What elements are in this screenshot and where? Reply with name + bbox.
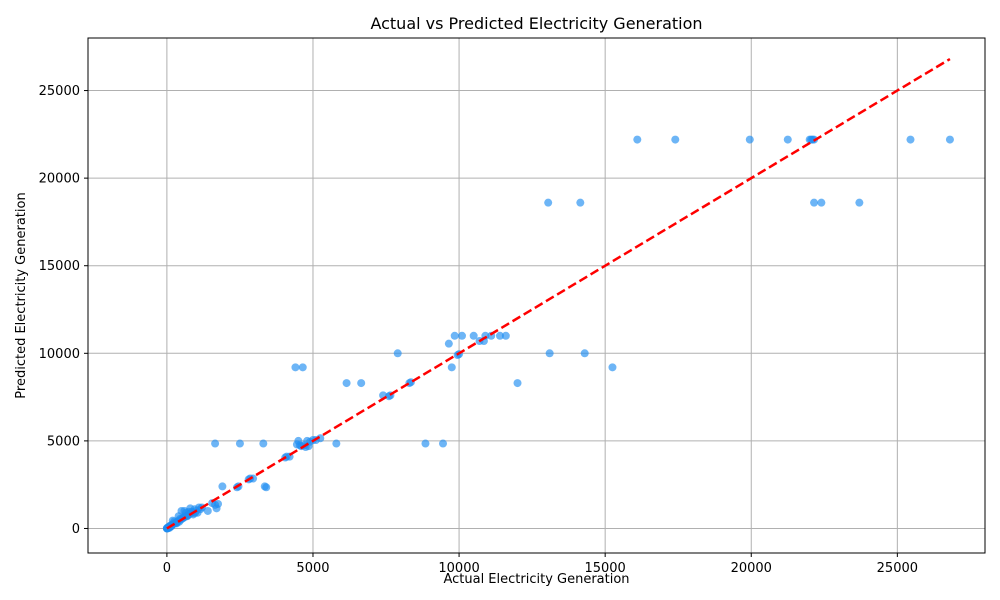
data-point: [576, 198, 585, 207]
data-point: [855, 198, 864, 207]
data-point: [513, 379, 522, 388]
x-tick-label: 5000: [296, 561, 329, 576]
x-tick-label: 0: [163, 561, 171, 576]
data-point: [211, 439, 220, 448]
y-tick-label: 25000: [39, 84, 80, 99]
x-tick-label: 15000: [584, 561, 625, 576]
x-axis-label: Actual Electricity Generation: [443, 572, 629, 587]
data-point: [805, 135, 814, 144]
data-point: [671, 135, 680, 144]
data-point: [235, 439, 244, 448]
data-point: [218, 482, 227, 491]
y-tick-label: 15000: [39, 259, 80, 274]
data-point: [457, 331, 466, 340]
data-point: [544, 198, 553, 207]
data-point: [469, 331, 478, 340]
data-point: [783, 135, 792, 144]
y-axis-ticks: 0 5000 10000 15000 20000 25000: [39, 84, 88, 537]
x-tick-label: 25000: [877, 561, 918, 576]
data-point: [810, 198, 819, 207]
data-point: [342, 379, 351, 388]
plot-background: [88, 38, 985, 553]
data-point: [393, 349, 402, 358]
x-tick-label: 10000: [438, 561, 479, 576]
x-axis-ticks: 0 5000 10000 15000 20000 25000: [163, 553, 918, 576]
data-point: [332, 439, 341, 448]
data-point: [745, 135, 754, 144]
data-point: [608, 363, 617, 372]
data-point: [444, 339, 453, 348]
data-point: [298, 363, 307, 372]
data-point: [580, 349, 589, 358]
x-tick-label: 20000: [731, 561, 772, 576]
data-point: [633, 135, 642, 144]
data-point: [945, 135, 954, 144]
data-point: [259, 439, 268, 448]
data-point: [421, 439, 430, 448]
y-tick-label: 5000: [47, 434, 80, 449]
data-point: [545, 349, 554, 358]
data-point: [260, 482, 269, 491]
data-point: [495, 331, 504, 340]
y-tick-label: 20000: [39, 172, 80, 187]
y-tick-label: 10000: [39, 347, 80, 362]
data-point: [291, 363, 300, 372]
data-point: [357, 379, 366, 388]
data-point: [501, 331, 510, 340]
plot-frame: [87, 37, 986, 554]
chart-title: Actual vs Predicted Electricity Generati…: [370, 14, 702, 33]
data-point: [439, 439, 448, 448]
data-point: [447, 363, 456, 372]
data-point: [817, 198, 826, 207]
y-tick-label: 0: [72, 522, 80, 537]
data-point: [203, 506, 212, 515]
data-point: [292, 440, 301, 449]
y-axis-label: Predicted Electricity Generation: [14, 192, 29, 398]
reference-line: [166, 57, 951, 530]
reference-line-segment: [166, 57, 951, 530]
grid-lines: [88, 38, 985, 553]
data-point: [906, 135, 915, 144]
data-point: [450, 331, 459, 340]
